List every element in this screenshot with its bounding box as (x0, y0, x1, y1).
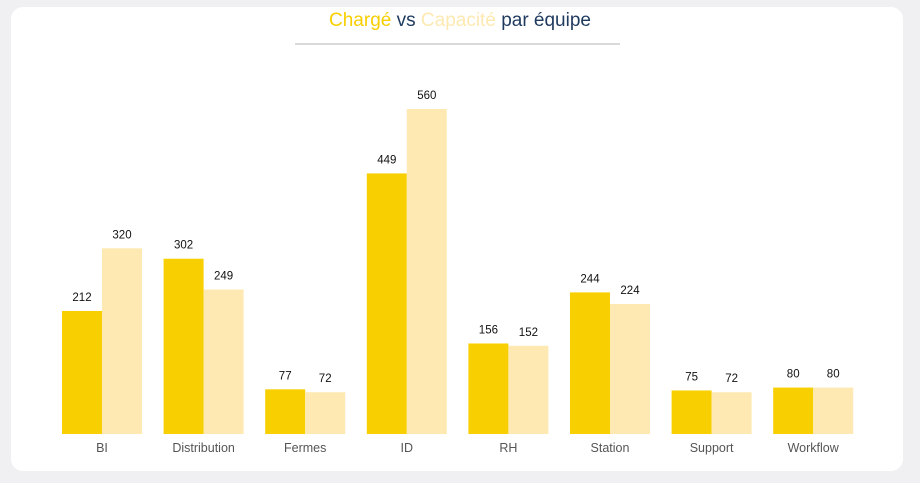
bar-capacite-bi (102, 248, 142, 434)
chart-card (11, 7, 903, 471)
category-label-bi: BI (96, 441, 108, 455)
data-label-capacite-distribution: 249 (214, 270, 233, 282)
data-label-charge-bi: 212 (72, 292, 91, 304)
title-suffix: par équipe (501, 10, 591, 31)
data-label-charge-workflow: 80 (787, 369, 800, 381)
bar-charge-station (570, 292, 610, 434)
title-word-charge: Chargé (329, 10, 392, 31)
bar-charge-rh (468, 343, 509, 434)
data-label-charge-distribution: 302 (174, 240, 193, 252)
category-label-station: Station (591, 441, 630, 455)
title-word-vs: vs (396, 10, 416, 31)
title-word-capacite: Capacité (420, 10, 496, 31)
category-label-rh: RH (499, 441, 517, 455)
bar-charge-distribution (163, 258, 204, 434)
bar-charge-bi (62, 310, 102, 434)
data-label-capacite-workflow: 80 (827, 369, 840, 381)
bar-capacite-id (406, 109, 447, 434)
bar-charge-support (671, 390, 712, 434)
bar-charge-id (366, 173, 407, 434)
data-label-capacite-fermes: 72 (319, 373, 332, 385)
data-label-capacite-support: 72 (725, 373, 738, 385)
title-underline (295, 43, 620, 45)
bar-capacite-station (610, 304, 650, 434)
category-label-workflow: Workflow (788, 441, 840, 455)
data-label-capacite-bi: 320 (112, 229, 131, 241)
category-label-id: ID (401, 441, 414, 455)
bar-capacite-fermes (305, 392, 346, 434)
category-label-fermes: Fermes (284, 441, 326, 455)
data-label-capacite-rh: 152 (519, 327, 538, 339)
data-label-charge-station: 244 (580, 273, 600, 285)
bar-capacite-distribution (203, 289, 244, 434)
bar-charge-fermes (265, 389, 306, 434)
bar-charge-workflow (773, 387, 814, 434)
data-label-capacite-station: 224 (620, 285, 640, 297)
bar-capacite-rh (508, 345, 549, 434)
data-label-charge-rh: 156 (479, 324, 498, 336)
bar-capacite-workflow (813, 387, 854, 434)
data-label-charge-support: 75 (685, 371, 698, 383)
category-label-support: Support (690, 441, 734, 455)
category-label-distribution: Distribution (172, 441, 235, 455)
bar-capacite-support (711, 392, 752, 434)
data-label-capacite-id: 560 (417, 90, 436, 102)
data-label-charge-fermes: 77 (279, 370, 292, 382)
chart-title: Chargé vs Capacité par équipe (0, 10, 920, 32)
data-label-charge-id: 449 (377, 154, 396, 166)
